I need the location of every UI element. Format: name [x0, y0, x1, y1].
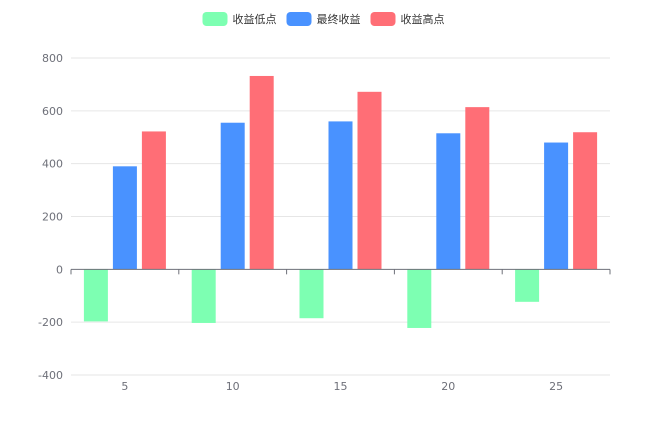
bar[interactable] — [220, 122, 245, 270]
legend-label: 收益高点 — [401, 12, 445, 26]
legend-label: 收益低点 — [233, 12, 277, 26]
y-tick-label: 0 — [56, 263, 63, 276]
legend-item[interactable]: 最终收益 — [286, 12, 361, 26]
bars — [83, 75, 598, 328]
bar[interactable] — [465, 107, 490, 270]
legend[interactable]: 收益低点 最终收益 收益高点 — [202, 12, 445, 26]
y-axis: -400 -200 0 200 400 600 800 — [38, 52, 63, 382]
bar[interactable] — [357, 91, 382, 270]
y-tick-label: 200 — [42, 211, 63, 224]
bar[interactable] — [112, 166, 137, 270]
bar[interactable] — [191, 269, 216, 323]
bar[interactable] — [436, 133, 461, 270]
y-tick-label: 400 — [42, 158, 63, 171]
legend-item[interactable]: 收益高点 — [370, 12, 445, 26]
bar[interactable] — [515, 269, 540, 302]
legend-swatch — [370, 12, 396, 26]
legend-item[interactable]: 收益低点 — [202, 12, 277, 26]
y-tick-label: -400 — [38, 369, 63, 382]
bar[interactable] — [544, 142, 569, 270]
x-axis: 5 10 15 20 25 — [70, 268, 611, 393]
x-tick-label: 20 — [441, 380, 455, 393]
x-tick-label: 25 — [549, 380, 563, 393]
legend-label: 最终收益 — [317, 12, 361, 26]
y-tick-label: -200 — [38, 316, 63, 329]
bar[interactable] — [573, 132, 598, 270]
x-tick-label: 15 — [334, 380, 348, 393]
legend-swatch — [286, 12, 312, 26]
bar[interactable] — [407, 269, 432, 328]
x-tick-label: 5 — [121, 380, 128, 393]
x-tick-label: 10 — [226, 380, 240, 393]
bar[interactable] — [83, 269, 108, 322]
y-tick-label: 800 — [42, 52, 63, 65]
bar[interactable] — [141, 131, 166, 270]
bar[interactable] — [299, 269, 324, 319]
bar[interactable] — [328, 121, 353, 270]
legend-swatch — [202, 12, 228, 26]
bar[interactable] — [249, 75, 274, 270]
y-tick-label: 600 — [42, 105, 63, 118]
